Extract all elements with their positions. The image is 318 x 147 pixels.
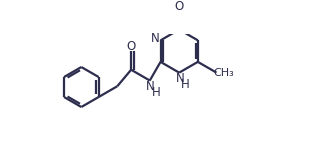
Text: H: H — [152, 86, 160, 98]
Text: N: N — [176, 72, 184, 85]
Text: O: O — [175, 0, 184, 13]
Text: O: O — [127, 40, 136, 53]
Text: H: H — [181, 78, 190, 91]
Text: N: N — [151, 32, 160, 45]
Text: CH₃: CH₃ — [213, 68, 234, 78]
Text: N: N — [146, 80, 155, 93]
